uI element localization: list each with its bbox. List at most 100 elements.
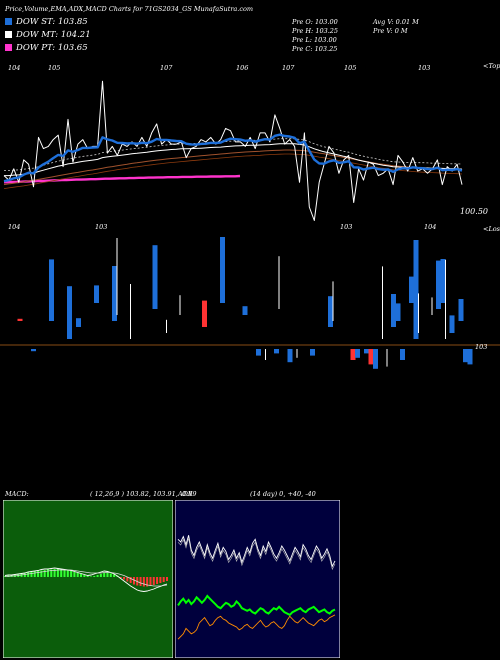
volume-chart [0, 237, 500, 369]
toppers-tag: <Toppers [483, 62, 500, 70]
volume-bar [391, 294, 396, 327]
volume-bar [445, 259, 446, 339]
top-axis-label: 105 [344, 64, 356, 72]
macd-histogram-bar [123, 577, 126, 580]
bottom-axis-label: 104 [424, 223, 436, 231]
macd-histogram-bar [109, 573, 112, 577]
last-price-label: 100.50 [460, 207, 488, 216]
volume-bar [116, 238, 118, 315]
volume-bar [431, 297, 433, 315]
macd-histogram-bar [159, 577, 162, 583]
volume-bar [278, 256, 280, 309]
volume-bar [413, 240, 419, 339]
chart-title: Price,Volume,EMA,ADX,MACD Charts for 71G… [5, 5, 254, 13]
macd-histogram-bar [40, 570, 43, 577]
losers-tag: <Losers [483, 225, 500, 233]
volume-bar [409, 276, 414, 303]
top-axis-label: 104 [8, 64, 20, 72]
macd-histogram-bar [93, 576, 96, 577]
volume-bar [31, 349, 36, 352]
macd-histogram-bar [96, 575, 99, 577]
volume-bar [152, 245, 158, 309]
volume-bar [94, 285, 99, 303]
volume-bar [418, 293, 419, 333]
macd-values: ( 12,26,9 ) 103.82, 103.91, -0.09 [90, 490, 197, 498]
volume-bar [467, 349, 473, 365]
volume-bar [76, 318, 81, 327]
macd-histogram-bar [113, 574, 116, 577]
top-axis-label: 105 [48, 64, 60, 72]
volume-bar [395, 303, 401, 321]
macd-histogram-bar [27, 572, 30, 577]
bottom-axis-label: 103 [340, 223, 352, 231]
legend-swatch [5, 44, 12, 51]
ema-long-line [3, 149, 463, 186]
plus-di-line [177, 594, 336, 617]
macd-histogram-bar [50, 569, 53, 577]
macd-histogram-bar [70, 571, 73, 577]
volume-bar [296, 349, 298, 358]
avg-volume: Avg V: 0.01 M [373, 18, 419, 26]
volume-bar [373, 349, 378, 369]
volume-bar [287, 349, 293, 363]
legend-item: DOW MT: 104.21 [5, 30, 91, 40]
adx-values: (14 day) 0, +40, -40 [250, 490, 316, 498]
macd-chart [3, 500, 173, 658]
macd-histogram-bar [103, 573, 106, 577]
macd-histogram-bar [46, 569, 49, 577]
ema-medium-upper-line [4, 138, 463, 172]
price-line [3, 80, 463, 221]
macd-histogram-bar [146, 577, 149, 587]
volume-bar [274, 349, 279, 354]
volume-bar [332, 281, 334, 321]
macd-histogram-bar [156, 577, 159, 584]
macd-histogram-bar [119, 577, 122, 578]
volume-bar [256, 349, 261, 356]
macd-histogram-bar [106, 572, 109, 577]
volume-bar [202, 300, 207, 327]
macd-histogram-bar [166, 577, 168, 581]
macd-histogram-bar [63, 570, 66, 577]
legend-label: DOW PT: 103.65 [16, 43, 88, 53]
macd-histogram-bar [83, 575, 86, 577]
macd-histogram-bar [89, 576, 92, 577]
volume-bar [463, 349, 468, 363]
volume-bar [400, 349, 405, 360]
volume-bar [67, 286, 72, 339]
top-axis-label: 107 [282, 64, 295, 72]
bottom-axis-label: 103 [95, 223, 107, 231]
volume-bar [17, 318, 23, 321]
macd-histogram-bar [20, 574, 23, 577]
volume-bar [220, 237, 225, 303]
macd-histogram-bar [76, 573, 79, 577]
pt-band-line [3, 174, 241, 184]
legend-label: DOW ST: 103.85 [16, 17, 88, 27]
volume-bar [368, 349, 374, 365]
pre-volume: Pre V: 0 M [373, 27, 408, 35]
macd-histogram-bar [73, 572, 76, 577]
adx-line [177, 535, 336, 568]
macd-line [5, 569, 168, 587]
adx-shadow-line [177, 538, 336, 571]
top-axis-label: 106 [236, 64, 248, 72]
macd-histogram-bar [99, 574, 102, 577]
pre-close: Pre C: 103.25 [292, 45, 338, 53]
pre-high: Pre H: 103.25 [292, 27, 339, 35]
legend-item: DOW ST: 103.85 [5, 17, 88, 27]
macd-histogram-bar [23, 573, 26, 577]
macd-histogram-bar [53, 569, 56, 577]
macd-histogram-bar [132, 577, 135, 585]
macd-histogram-bar [139, 577, 142, 586]
legend-swatch [5, 18, 12, 25]
legend-item: DOW PT: 103.65 [5, 43, 88, 53]
adx-background [175, 500, 340, 658]
macd-histogram-bar [30, 572, 33, 577]
volume-bar [382, 266, 383, 339]
volume-bar [49, 259, 54, 321]
volume-bar [112, 266, 117, 321]
macd-histogram-bar [126, 577, 129, 582]
volume-bar [449, 315, 455, 333]
adx-label: ADX [178, 490, 193, 498]
legend-swatch [5, 31, 12, 38]
volume-bar [436, 260, 441, 309]
